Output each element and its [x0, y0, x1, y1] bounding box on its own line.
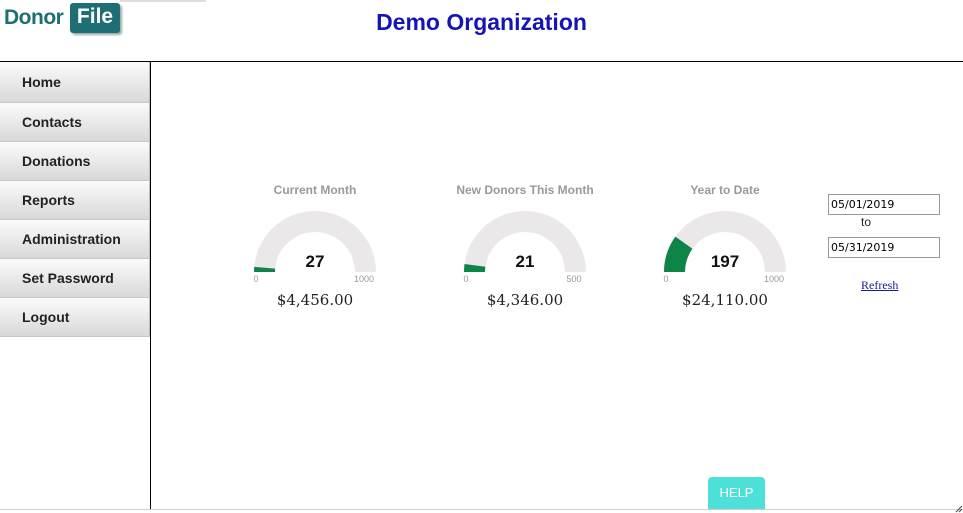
- gauge-min-label: 0: [253, 274, 258, 284]
- header-divider: [0, 61, 963, 62]
- page-title: Demo Organization: [376, 9, 587, 35]
- start-date-input[interactable]: [828, 194, 940, 215]
- gauge-value: 27: [306, 252, 325, 271]
- gauge-max-label: 1000: [764, 274, 784, 284]
- nav-logout[interactable]: Logout: [0, 298, 150, 337]
- gauge-min-label: 0: [663, 274, 668, 284]
- nav-home[interactable]: Home: [0, 62, 150, 103]
- gauge-dial: 197 0 1000: [663, 211, 786, 284]
- gauge-dial: 27 0 1000: [253, 211, 376, 284]
- gauge-fill: [254, 266, 276, 272]
- gauge-new-donors: New Donors This Month 21 0 500 $4,346.00: [440, 183, 610, 309]
- gauge-amount: $4,456.00: [276, 291, 354, 309]
- gauge-year-to-date: Year to Date 197 0 1000 $24,110.00: [640, 183, 810, 309]
- gauge-dial: 21 0 500: [463, 211, 586, 284]
- nav-set-password[interactable]: Set Password: [0, 259, 150, 298]
- bottom-divider: [0, 509, 963, 510]
- gauge-track: [254, 211, 376, 272]
- window-edge: [120, 0, 206, 2]
- end-date-input[interactable]: [828, 237, 940, 258]
- date-range-to-label: to: [861, 215, 872, 229]
- gauge-track: [464, 211, 586, 272]
- gauge-title: New Donors This Month: [456, 183, 594, 197]
- nav-reports[interactable]: Reports: [0, 181, 150, 220]
- gauge-track: [664, 211, 786, 272]
- gauge-title: Current Month: [273, 183, 357, 197]
- help-button[interactable]: HELP: [708, 477, 765, 509]
- gauge-amount: $4,346.00: [486, 291, 564, 309]
- gauge-title: Year to Date: [690, 183, 760, 197]
- gauge-current-month: Current Month 27 0 1000 $4,456.00: [230, 183, 400, 309]
- refresh-link[interactable]: Refresh: [861, 278, 899, 292]
- logo-text-donor: Donor: [4, 6, 64, 29]
- logo-text-file: File: [70, 3, 120, 33]
- gauge-amount: $24,110.00: [682, 291, 768, 309]
- sidebar: Home Contacts Donations Reports Administ…: [0, 62, 151, 509]
- gauge-max-label: 500: [566, 274, 581, 284]
- gauge-max-label: 1000: [354, 274, 374, 284]
- nav-donations[interactable]: Donations: [0, 142, 150, 181]
- gauge-value: 21: [516, 252, 535, 271]
- gauge-value: 197: [711, 252, 739, 271]
- gauge-min-label: 0: [463, 274, 468, 284]
- nav-contacts[interactable]: Contacts: [0, 103, 150, 142]
- nav-administration[interactable]: Administration: [0, 220, 150, 259]
- gauge-fill: [664, 236, 693, 272]
- resize-grip-icon[interactable]: [955, 505, 963, 513]
- gauge-fill: [464, 263, 486, 272]
